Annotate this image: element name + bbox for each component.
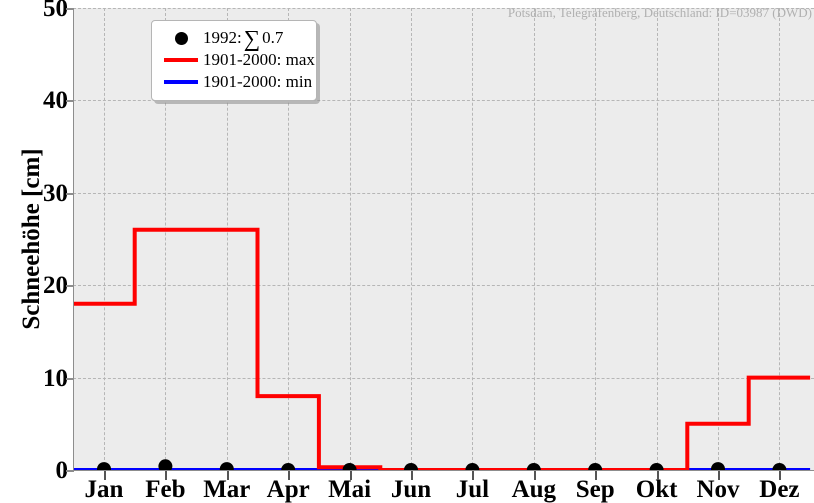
x-tick-label-jul: Jul [455,476,490,503]
legend-label-max: 1901-2000: max [203,50,315,69]
x-tick-mark [779,471,782,480]
y-tick-label: 20 [43,272,68,300]
legend-entry-max: 1901-2000: max [161,49,315,71]
x-tick-label-dez: Dez [759,476,800,503]
legend-entry-1992: 1992:∑ 0.7 [161,25,307,51]
legend-entry-min: 1901-2000: min [161,71,312,93]
x-tick-label-okt: Okt [635,476,678,503]
data-point-1992 [404,463,418,470]
x-tick-label-apr: Apr [266,476,310,503]
series-1992-points [97,459,787,470]
y-tick-label: 10 [43,364,68,392]
x-tick-mark [595,471,598,480]
data-point-1992 [526,463,541,470]
x-tick-mark [165,471,168,480]
x-tick-mark [288,471,291,480]
y-axis-spine [73,8,74,470]
y-tick-mark [66,8,74,10]
x-tick-label-jan: Jan [84,476,124,503]
y-tick-label: 30 [43,179,68,207]
data-point-1992 [588,463,603,470]
y-tick-mark [66,470,74,472]
x-tick-label-sep: Sep [575,476,615,503]
data-point-1992 [97,462,111,470]
y-tick-mark [66,192,74,195]
legend-dot-icon [161,31,201,45]
x-tick-label-jun: Jun [390,476,432,503]
legend-line-red-icon [161,58,201,62]
x-tick-label-aug: Aug [511,476,557,503]
x-tick-label-nov: Nov [696,476,740,503]
y-tick-mark [66,285,74,288]
x-tick-mark [226,471,229,480]
x-tick-mark [533,471,536,480]
legend-label-min: 1901-2000: min [203,72,313,91]
y-tick-label: 50 [43,0,68,22]
legend-line-blue-icon [161,80,201,84]
data-point-1992 [158,459,173,470]
data-point-1992 [342,463,357,470]
y-tick-mark [66,377,74,380]
data-point-1992 [649,463,664,470]
plot-area: Potsdam, Telegrafenberg, Deutschland: ID… [73,8,814,470]
x-tick-label-mai: Mai [328,476,372,503]
y-tick-label: 0 [55,457,69,484]
x-axis-spine [73,470,814,471]
series-max-line [73,227,811,470]
data-point-1992 [219,462,234,470]
sum-symbol-icon: ∑ [243,25,261,51]
data-point-1992 [772,463,787,470]
data-point-1992 [465,463,480,470]
x-tick-label-mar: Mar [203,476,251,503]
data-point-1992 [711,462,725,470]
x-tick-mark [656,471,659,480]
y-tick-label: 40 [43,87,68,115]
x-tick-mark [411,471,413,480]
x-tick-mark [718,471,720,480]
data-point-1992 [281,463,296,470]
x-tick-label-feb: Feb [145,476,186,503]
legend-label-1992: 1992:∑ 0.7 [203,25,284,51]
chart-legend: 1992:∑ 0.7 1901-2000: max 1901-2000: min [151,20,317,101]
x-tick-mark [472,471,475,480]
y-tick-mark [66,100,74,103]
x-tick-mark [349,471,352,480]
chart-title: Potsdam, Telegrafenberg, Deutschland: ID… [507,8,812,20]
data-series-layer [73,227,811,470]
x-tick-mark [104,471,106,480]
